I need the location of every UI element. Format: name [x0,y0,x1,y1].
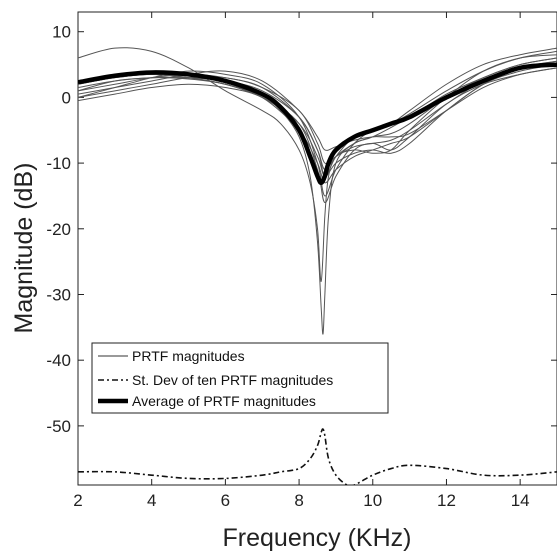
axis-ticks: 2 4 6 8 10 12 14 10 0 -10 -20 -30 -40 -50 [46,12,557,510]
legend: PRTF magnitudes St. Dev of ten PRTF magn… [91,342,389,414]
x-tick-label: 4 [147,491,156,510]
y-tick-label: 0 [62,88,71,107]
y-tick-label: -40 [46,351,71,370]
y-tick-label: -20 [46,220,71,239]
prtf-magnitude-line [78,60,557,177]
y-axis-label: Magnitude (dB) [10,163,38,334]
std-dev-line [78,428,557,485]
legend-label-average: Average of PRTF magnitudes [132,393,316,409]
data-lines [78,47,557,485]
y-tick-label: -50 [46,417,71,436]
x-tick-label: 12 [437,491,456,510]
x-tick-label: 14 [511,491,530,510]
legend-label-std: St. Dev of ten PRTF magnitudes [132,372,333,388]
y-tick-label: -30 [46,285,71,304]
y-tick-label: -10 [46,154,71,173]
x-axis-label: Frequency (KHz) [223,524,412,552]
legend-label-prtf: PRTF magnitudes [132,348,245,364]
x-tick-label: 2 [73,491,82,510]
prtf-magnitude-line [78,50,557,197]
prtf-magnitude-line [78,47,557,282]
x-tick-label: 10 [363,491,382,510]
x-tick-label: 8 [294,491,303,510]
average-line [78,62,557,186]
y-tick-label: 10 [52,23,71,42]
x-tick-label: 6 [221,491,230,510]
legend-box [91,342,389,414]
